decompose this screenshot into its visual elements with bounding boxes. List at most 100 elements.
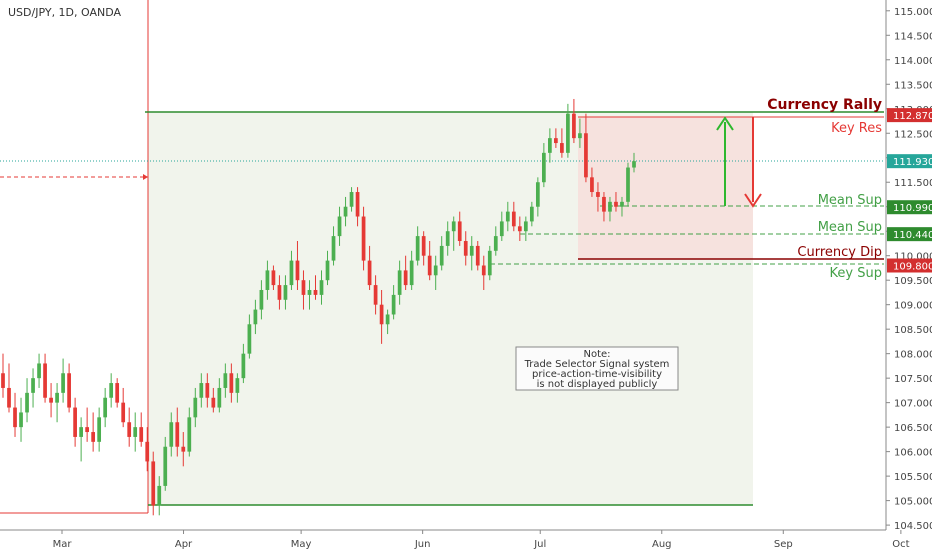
- candle: [43, 353, 47, 403]
- candle-body: [157, 485, 162, 506]
- candle-body: [211, 397, 216, 408]
- candles-group: [1, 98, 636, 516]
- candle: [572, 98, 576, 144]
- x-tick-label: May: [291, 539, 312, 550]
- candle-body: [566, 113, 570, 153]
- candle: [421, 231, 426, 266]
- candle: [55, 383, 59, 423]
- candle-body: [421, 236, 426, 256]
- candle-body: [475, 245, 480, 266]
- candle-body: [229, 373, 234, 393]
- candle: [349, 187, 354, 212]
- candle: [475, 241, 480, 271]
- chart-title: USD/JPY, 1D, OANDA: [8, 6, 122, 19]
- candle-body: [25, 392, 29, 413]
- candle: [151, 451, 156, 516]
- y-tick-label: 108.500: [894, 325, 932, 336]
- y-tick-label: 107.000: [894, 399, 932, 410]
- candle: [283, 275, 288, 310]
- candle-body: [37, 363, 41, 379]
- candle: [433, 255, 438, 290]
- candle: [295, 241, 300, 290]
- candle: [379, 289, 384, 344]
- candle: [85, 407, 89, 442]
- candle-body: [367, 260, 372, 286]
- candle: [301, 270, 306, 310]
- candle: [319, 270, 324, 305]
- candle-body: [283, 285, 288, 300]
- candle: [271, 265, 276, 290]
- note-line-1: Note:: [583, 349, 610, 360]
- candle-body: [319, 280, 324, 295]
- candle-body: [620, 201, 624, 207]
- price-badge-bg: [887, 227, 932, 242]
- candle: [61, 358, 65, 403]
- candle: [223, 363, 228, 398]
- candle: [367, 245, 372, 290]
- candle-body: [361, 216, 366, 261]
- candle: [193, 387, 198, 428]
- candle-body: [487, 250, 492, 276]
- candle-body: [397, 270, 402, 295]
- candle: [97, 407, 102, 452]
- x-tick-label: Apr: [175, 539, 193, 550]
- candle: [325, 250, 330, 286]
- candle: [259, 280, 264, 320]
- candle-body: [73, 407, 77, 437]
- candle-body: [499, 221, 504, 237]
- candle: [439, 236, 444, 271]
- candle: [391, 285, 396, 320]
- candle-body: [541, 152, 546, 183]
- candle-body: [301, 280, 306, 295]
- candle-body: [49, 397, 53, 403]
- candle: [511, 201, 516, 232]
- price-badge: 110.990: [887, 200, 932, 215]
- candle: [19, 397, 23, 442]
- label-currency-dip: Currency Dip: [797, 245, 882, 260]
- candle: [103, 387, 108, 428]
- candle: [535, 177, 540, 217]
- candle-body: [379, 304, 384, 325]
- candle-body: [253, 309, 258, 325]
- candle-body: [590, 177, 594, 193]
- candle-body: [169, 422, 174, 447]
- note-line-2: Trade Selector Signal system: [524, 359, 670, 370]
- candle: [115, 378, 120, 408]
- candle: [175, 407, 180, 457]
- candle: [205, 373, 210, 408]
- candle-body: [337, 216, 342, 237]
- candle: [626, 162, 630, 207]
- reversal-zone-shading: [578, 117, 753, 259]
- candle: [584, 113, 588, 183]
- candle: [187, 407, 192, 457]
- candle: [289, 250, 294, 290]
- price-badge-label: 110.440: [893, 230, 932, 241]
- dip-arrow-head: [744, 193, 762, 208]
- candle-body: [271, 270, 276, 286]
- candle: [1, 353, 5, 398]
- candle-body: [241, 353, 246, 379]
- x-tick-label: Jul: [533, 539, 546, 550]
- label-currency-rally: Currency Rally: [767, 97, 882, 113]
- y-tick-label: 109.500: [894, 276, 932, 287]
- label-mean-sup-2: Mean Sup: [818, 220, 882, 235]
- candle: [385, 309, 390, 335]
- candle: [632, 152, 636, 173]
- candle: [67, 363, 71, 413]
- candle-body: [67, 373, 71, 408]
- candle-body: [584, 133, 588, 178]
- candle-body: [355, 192, 360, 217]
- candle: [451, 216, 456, 251]
- candle-body: [259, 289, 264, 310]
- candle: [163, 436, 168, 491]
- candle-body: [127, 422, 132, 437]
- label-mean-sup-1: Mean Sup: [818, 193, 882, 208]
- label-key-sup: Key Sup: [830, 266, 882, 281]
- price-badge: 109.800: [887, 258, 932, 273]
- label-key-res: Key Res: [831, 121, 882, 136]
- candle: [541, 143, 546, 188]
- candle-body: [91, 432, 96, 442]
- price-badge-bg: [887, 108, 932, 123]
- price-badge-bg: [887, 154, 932, 169]
- candle: [355, 187, 360, 227]
